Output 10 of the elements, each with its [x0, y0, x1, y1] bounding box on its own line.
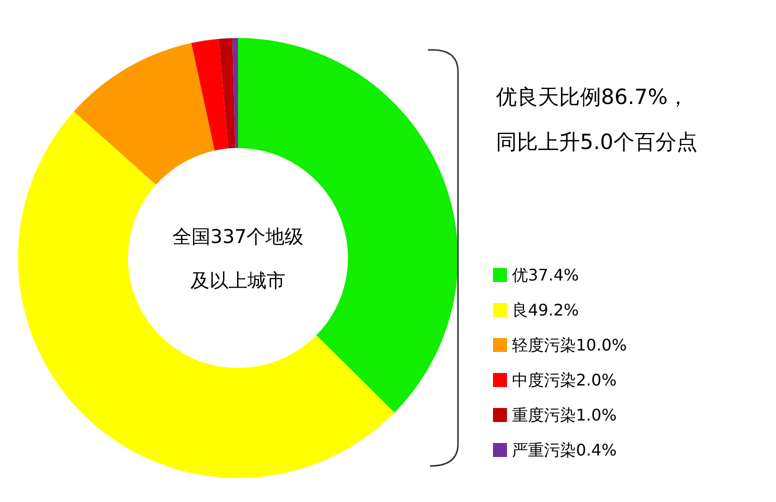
legend-label: 良49.2% — [512, 300, 579, 320]
text: 同比上升5.0个百分点 — [496, 130, 698, 154]
text: 及以上城市 — [190, 270, 286, 292]
legend-label: 重度污染1.0% — [512, 406, 617, 424]
legend-label: 严重污染0.4% — [512, 440, 617, 460]
legend-label: 优37.4% — [512, 266, 579, 284]
legend-label: 中度污染2.0% — [512, 370, 617, 390]
text: 优良天比例86.7%， — [496, 85, 689, 109]
text: 全国337个地级 — [172, 226, 304, 248]
legend-label: 轻度污染10.0% — [512, 336, 627, 354]
